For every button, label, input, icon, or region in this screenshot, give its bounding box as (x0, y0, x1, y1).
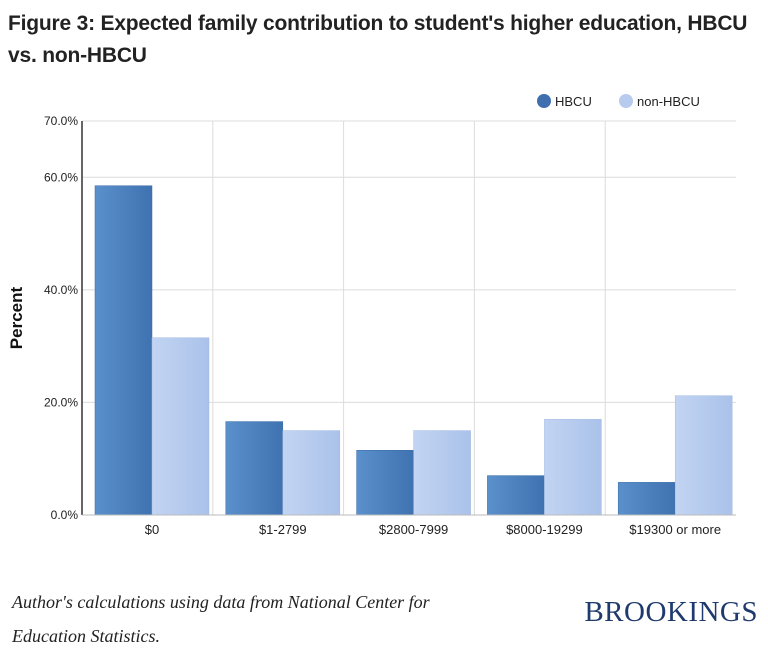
y-tick-label: 40.0% (44, 283, 78, 297)
legend-swatch (619, 94, 633, 108)
bar-non-hbcu (282, 430, 341, 516)
legend-label: non-HBCU (637, 94, 700, 109)
x-tick-label: $1-2799 (259, 522, 307, 537)
bar-hbcu (487, 475, 545, 516)
x-tick-label: $0 (145, 522, 159, 537)
gridlines (82, 120, 736, 515)
brookings-logo: BROOKINGS (584, 596, 758, 628)
bar-hbcu (225, 421, 284, 516)
y-tick-label: 70.0% (44, 114, 78, 128)
bar-non-hbcu (674, 395, 733, 516)
source-note: Author's calculations using data from Na… (12, 592, 430, 646)
y-tick-label: 0.0% (51, 508, 79, 522)
y-tick-label: 60.0% (44, 170, 78, 184)
bars (94, 185, 733, 516)
legend-swatch (537, 94, 551, 108)
bar-chart: 0.0% 20.0% 40.0% 60.0% 70.0% $0 $1-2799 $2800-7… (7, 94, 736, 537)
x-tick-label: $19300 or more (629, 522, 721, 537)
chart-title: Figure 3: Expected family contribution t… (8, 12, 748, 67)
legend: HBCU non-HBCU (537, 94, 700, 109)
x-tick-label: $2800-7999 (379, 522, 448, 537)
bar-hbcu (94, 185, 153, 516)
legend-label: HBCU (555, 94, 592, 109)
bar-non-hbcu (151, 337, 210, 516)
x-tick-label: $8000-19299 (506, 522, 583, 537)
y-tick-label: 20.0% (44, 395, 78, 409)
bar-hbcu (356, 450, 414, 516)
axes (81, 121, 736, 516)
tick-labels: 0.0% 20.0% 40.0% 60.0% 70.0% $0 $1-2799 $2800-7… (44, 114, 721, 537)
bar-non-hbcu (544, 419, 602, 516)
bar-hbcu (617, 482, 676, 516)
y-axis-label: Percent (7, 286, 26, 349)
bar-non-hbcu (413, 430, 471, 516)
